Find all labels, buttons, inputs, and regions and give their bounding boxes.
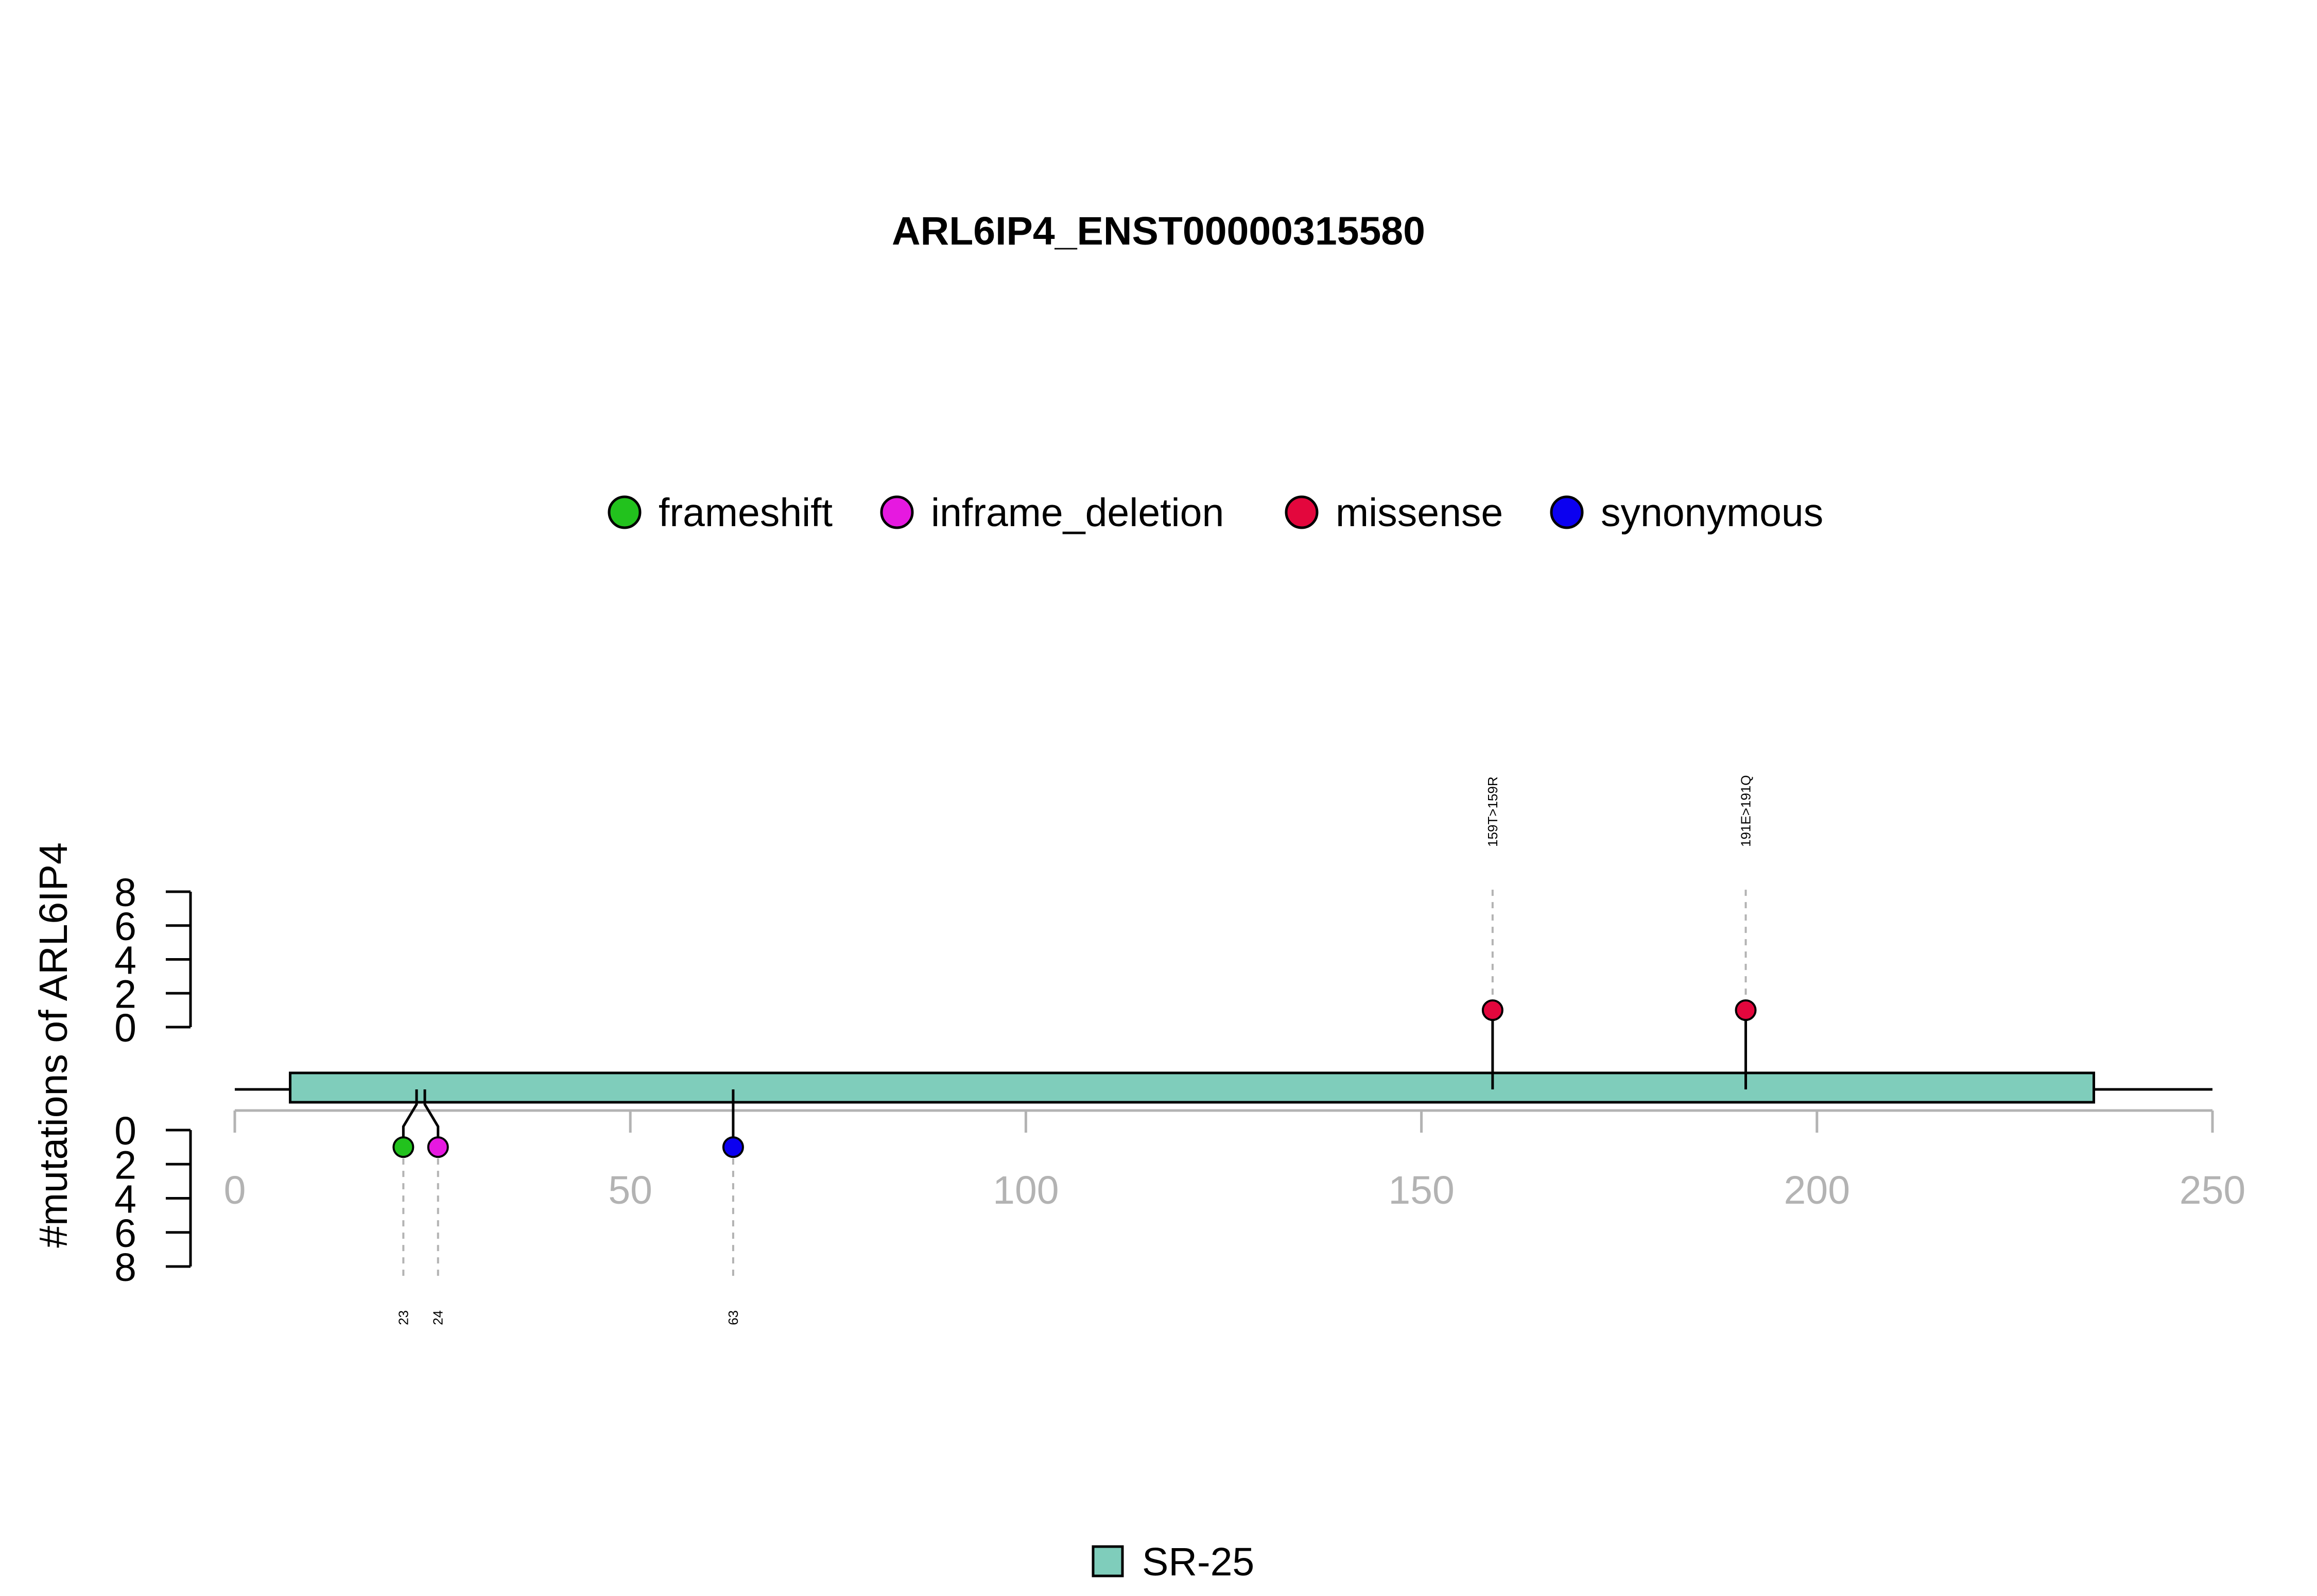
y-tick-label-top: 2 [114, 972, 136, 1016]
legend-marker-inframe_deletion [880, 495, 914, 529]
x-tick-label: 0 [224, 1168, 246, 1212]
x-tick-label: 150 [1388, 1168, 1454, 1212]
y-axis-label: #mutations of ARL6IP4 [31, 842, 76, 1248]
legend-marker-missense [1285, 495, 1319, 529]
position-label-23: 23 [395, 1310, 411, 1325]
y-tick-label-bottom: 0 [114, 1109, 136, 1153]
legend-marker-frameshift [608, 495, 642, 529]
y-tick-label-bottom: 8 [114, 1245, 136, 1290]
domain-legend-label: SR-25 [1142, 1540, 1254, 1584]
x-tick-label: 200 [1784, 1168, 1850, 1212]
mutation-label-159: 159T>159R [1485, 776, 1500, 847]
position-label-63: 63 [725, 1310, 741, 1325]
y-tick-label-top: 4 [114, 939, 136, 983]
protein-backbone [235, 1071, 2212, 1104]
domain-legend-swatch [1092, 1545, 1124, 1577]
mutation-lollipops: 159T>159R 191E>191Q 23 24 63 [392, 775, 1757, 1325]
legend-label-frameshift: frameshift [659, 491, 833, 535]
mutation-head-63 [722, 1136, 744, 1158]
mutation-label-191: 191E>191Q [1738, 775, 1754, 847]
domain-SR-25 [289, 1071, 2096, 1104]
y-tick-label-bottom: 2 [114, 1143, 136, 1187]
chart-title: ARL6IP4_ENST00000315580 [892, 209, 1425, 253]
y-tick-label-top: 0 [114, 1006, 136, 1050]
legend: frameshift inframe_deletion missense synony… [608, 491, 1823, 535]
x-tick-label: 50 [608, 1168, 652, 1212]
domain-legend: SR-25 [1092, 1540, 1254, 1584]
mutation-head-23 [392, 1136, 414, 1158]
position-label-24: 24 [430, 1310, 446, 1325]
x-tick-label: 100 [993, 1168, 1059, 1212]
mutation-head-191 [1735, 999, 1757, 1021]
y-tick-label-top: 8 [114, 871, 136, 915]
x-axis: 0 50 100 150 200 250 [224, 1109, 2245, 1212]
legend-label-synonymous: synonymous [1601, 491, 1823, 535]
legend-label-inframe_deletion: inframe_deletion [931, 491, 1224, 535]
mutation-head-159 [1481, 999, 1503, 1021]
mutation-head-24 [427, 1136, 449, 1158]
legend-label-missense: missense [1336, 491, 1503, 535]
x-tick-label: 250 [2180, 1168, 2245, 1212]
legend-marker-synonymous [1550, 495, 1584, 529]
y-tick-label-top: 6 [114, 905, 136, 949]
y-tick-label-bottom: 4 [114, 1177, 136, 1222]
y-tick-label-bottom: 6 [114, 1211, 136, 1256]
